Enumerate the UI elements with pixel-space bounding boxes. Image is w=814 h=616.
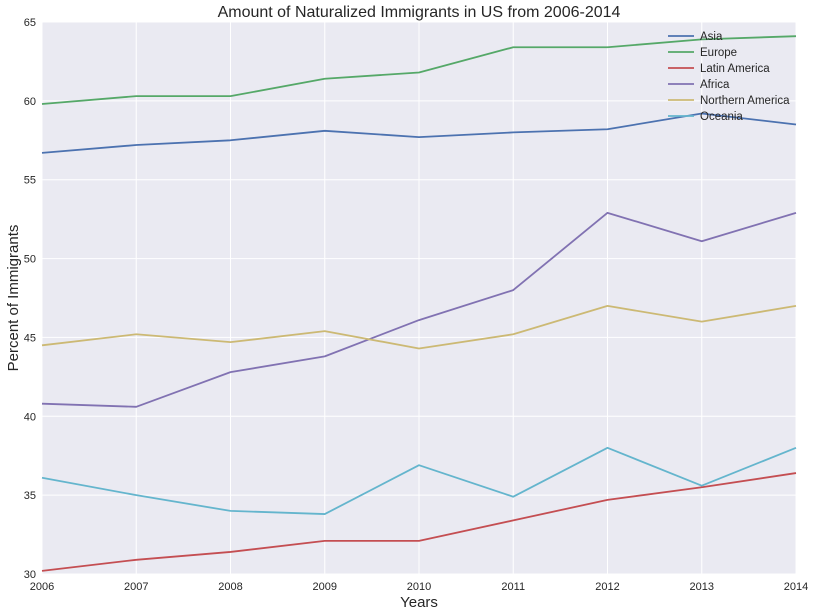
series-line-europe bbox=[41, 35, 797, 105]
y-tick-label: 65 bbox=[24, 17, 36, 29]
x-tick-label: 2010 bbox=[407, 581, 431, 593]
y-tick-label: 45 bbox=[24, 332, 36, 344]
series-line-africa bbox=[41, 211, 797, 408]
x-tick-label: 2013 bbox=[690, 581, 714, 593]
x-axis-label: Years bbox=[400, 594, 438, 611]
series-line-northern-america bbox=[41, 304, 797, 350]
x-tick-label: 2008 bbox=[218, 581, 242, 593]
x-tick-label: 2009 bbox=[313, 581, 337, 593]
x-tick-label: 2011 bbox=[501, 581, 525, 593]
y-tick-label: 60 bbox=[24, 96, 36, 108]
x-tick-label: 2006 bbox=[30, 581, 54, 593]
legend-label-latin-america: Latin America bbox=[700, 63, 770, 75]
series-line-latin-america bbox=[41, 472, 797, 572]
legend-label-africa: Africa bbox=[700, 79, 730, 91]
y-axis-ticks: 30 35 40 45 50 55 60 65 bbox=[24, 17, 36, 581]
x-tick-label: 2014 bbox=[784, 581, 808, 593]
x-tick-label: 2007 bbox=[124, 581, 148, 593]
series-lines bbox=[41, 35, 797, 572]
y-tick-label: 30 bbox=[24, 569, 36, 581]
y-axis-label: Percent of Immigrants bbox=[5, 225, 22, 372]
series-line-oceania bbox=[41, 446, 797, 515]
chart-title: Amount of Naturalized Immigrants in US f… bbox=[218, 4, 621, 21]
y-tick-label: 55 bbox=[24, 175, 36, 187]
y-tick-label: 50 bbox=[24, 254, 36, 266]
x-tick-label: 2012 bbox=[595, 581, 619, 593]
legend: Asia Europe Latin America Africa Northern Am… bbox=[668, 31, 790, 123]
legend-label-northern-america: Northern America bbox=[700, 95, 790, 107]
legend-label-asia: Asia bbox=[700, 31, 723, 43]
legend-label-oceania: Oceania bbox=[700, 111, 743, 123]
legend-label-europe: Europe bbox=[700, 47, 737, 59]
y-tick-label: 35 bbox=[24, 490, 36, 502]
y-tick-label: 40 bbox=[24, 411, 36, 423]
series-line-asia bbox=[41, 112, 797, 154]
x-axis-ticks: 2006 2007 2008 2009 2010 2011 2012 2013 2014 bbox=[30, 581, 808, 593]
